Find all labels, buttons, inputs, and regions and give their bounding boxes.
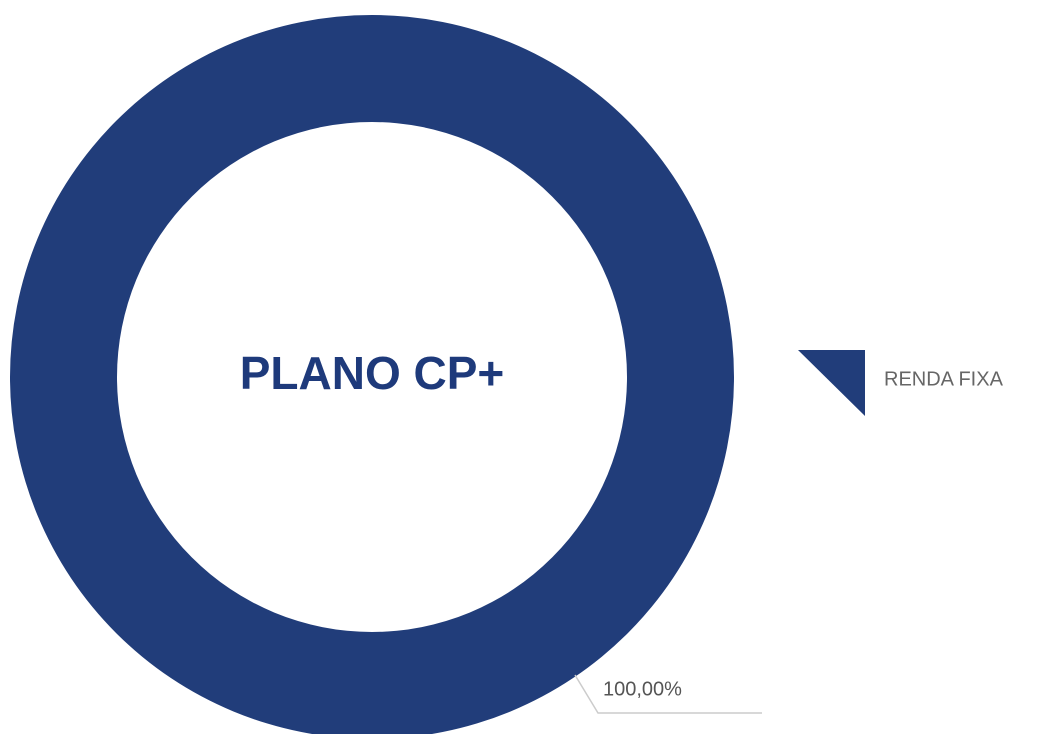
legend-marker [798, 350, 865, 416]
donut-slice [10, 15, 734, 734]
leader-line [574, 674, 762, 714]
center-title: PLANO CP+ [240, 347, 505, 399]
legend-label: RENDA FIXA [884, 368, 1004, 390]
data-label: 100,00% [603, 678, 682, 700]
